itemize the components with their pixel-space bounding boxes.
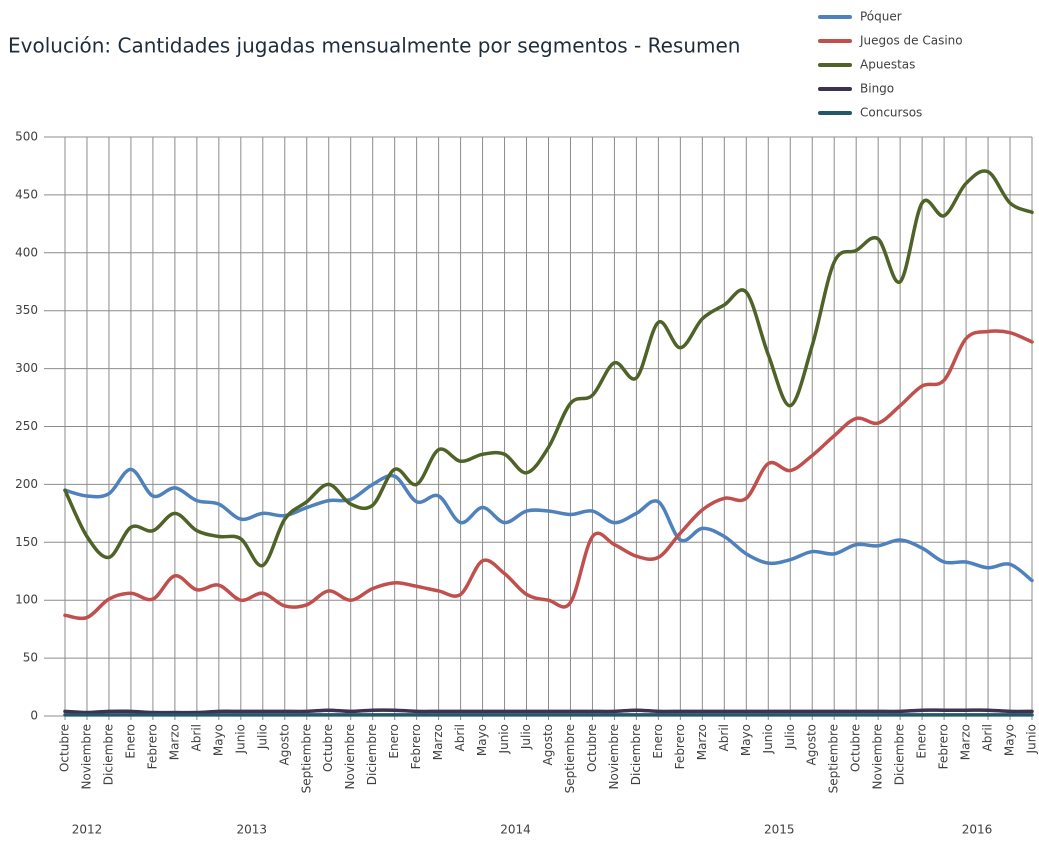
- y-tick-label: 0: [30, 709, 38, 723]
- x-tick-label: Octubre: [849, 724, 863, 772]
- y-tick-label: 150: [15, 535, 38, 549]
- x-tick-label: Junio: [761, 724, 775, 754]
- x-tick-label: Julio: [255, 724, 269, 750]
- x-tick-label: Noviembre: [79, 724, 93, 790]
- x-tick-label: Octubre: [58, 724, 72, 772]
- x-tick-label: Noviembre: [871, 724, 885, 790]
- y-tick-label: 50: [23, 651, 38, 665]
- x-tick-label: Julio: [783, 724, 797, 750]
- x-tick-label: Julio: [519, 724, 533, 750]
- x-tick-label: Enero: [915, 724, 929, 759]
- x-tick-label: Marzo: [167, 724, 181, 760]
- x-tick-label: Noviembre: [607, 724, 621, 790]
- chart-title: Evolución: Cantidades jugadas mensualmen…: [8, 34, 740, 58]
- x-tick-label: Marzo: [959, 724, 973, 760]
- x-tick-label: Diciembre: [365, 724, 379, 785]
- x-tick-label: Junio: [1025, 724, 1039, 754]
- x-tick-label: Febrero: [673, 724, 687, 769]
- x-tick-label: Abril: [981, 724, 995, 751]
- series-line: [63, 467, 1034, 583]
- legend-label: Concursos: [860, 106, 922, 120]
- legend: Póquer Juegos de Casino Apuestas Bingo Concu…: [818, 10, 963, 120]
- x-tick-label: Febrero: [937, 724, 951, 769]
- x-tick-label: Abril: [717, 724, 731, 751]
- year-label: 2014: [500, 823, 531, 837]
- series-line: [63, 329, 1034, 621]
- x-tick-label: Mayo: [475, 724, 489, 756]
- grid: [44, 136, 1033, 720]
- x-tick-label: Enero: [387, 724, 401, 759]
- legend-label: Apuestas: [860, 58, 915, 72]
- x-tick-label: Noviembre: [343, 724, 357, 790]
- labels: 0 50 100 150 200 250 300 350 400 450 500 Octubre Nov…: [15, 130, 1038, 837]
- x-tick-label: Marzo: [431, 724, 445, 760]
- x-tick-label: Febrero: [145, 724, 159, 769]
- series-line: [63, 708, 1034, 715]
- y-tick-label: 100: [15, 593, 38, 607]
- y-tick-label: 450: [15, 187, 38, 201]
- x-tick-label: Enero: [651, 724, 665, 759]
- x-tick-label: Abril: [189, 724, 203, 751]
- y-tick-label: 200: [15, 477, 38, 491]
- lines: [63, 169, 1034, 717]
- x-tick-label: Diciembre: [893, 724, 907, 785]
- legend-label: Bingo: [860, 82, 894, 96]
- x-tick-label: Abril: [453, 724, 467, 751]
- x-tick-label: Septiembre: [563, 724, 577, 793]
- series-line: [63, 169, 1034, 568]
- x-tick-label: Marzo: [695, 724, 709, 760]
- x-tick-label: Febrero: [409, 724, 423, 769]
- y-tick-label: 500: [15, 130, 38, 144]
- x-tick-label: Junio: [233, 724, 247, 754]
- year-label: 2016: [962, 823, 993, 837]
- x-tick-label: Octubre: [321, 724, 335, 772]
- y-tick-label: 250: [15, 419, 38, 433]
- x-tick-label: Mayo: [1003, 724, 1017, 756]
- year-label: 2013: [237, 823, 268, 837]
- y-tick-label: 300: [15, 361, 38, 375]
- x-tick-label: Septiembre: [299, 724, 313, 793]
- x-tick-label: Agosto: [805, 724, 819, 765]
- y-tick-label: 400: [15, 245, 38, 259]
- x-tick-label: Mayo: [739, 724, 753, 756]
- y-tick-label: 350: [15, 303, 38, 317]
- x-tick-label: Octubre: [585, 724, 599, 772]
- year-label: 2012: [72, 823, 103, 837]
- legend-label: Póquer: [860, 10, 902, 24]
- x-tick-label: Enero: [123, 724, 137, 759]
- x-tick-label: Diciembre: [101, 724, 115, 785]
- x-tick-label: Mayo: [211, 724, 225, 756]
- x-tick-label: Diciembre: [629, 724, 643, 785]
- x-tick-label: Agosto: [277, 724, 291, 765]
- x-tick-label: Septiembre: [827, 724, 841, 793]
- x-tick-label: Junio: [497, 724, 511, 754]
- x-tick-label: Agosto: [541, 724, 555, 765]
- legend-label: Juegos de Casino: [859, 34, 963, 48]
- year-label: 2015: [764, 823, 795, 837]
